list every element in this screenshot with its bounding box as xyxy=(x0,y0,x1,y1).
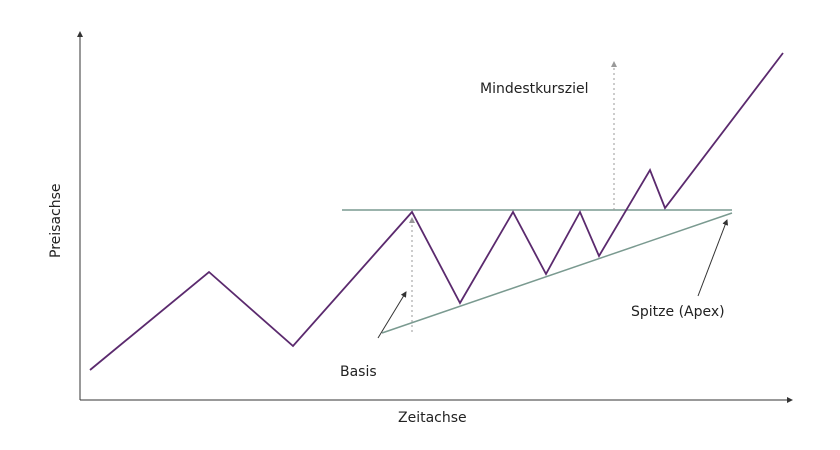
apex-annotation-arrow xyxy=(697,219,729,297)
support-line xyxy=(381,212,733,334)
apex-label: Spitze (Apex) xyxy=(631,304,725,320)
base-annotation-arrow xyxy=(377,291,407,339)
y-axis-label: Preisachse xyxy=(48,184,64,259)
target-label: Mindestkursziel xyxy=(480,81,588,97)
base-label: Basis xyxy=(340,364,377,380)
x-axis-label: Zeitachse xyxy=(398,410,467,426)
price-line xyxy=(89,52,784,371)
